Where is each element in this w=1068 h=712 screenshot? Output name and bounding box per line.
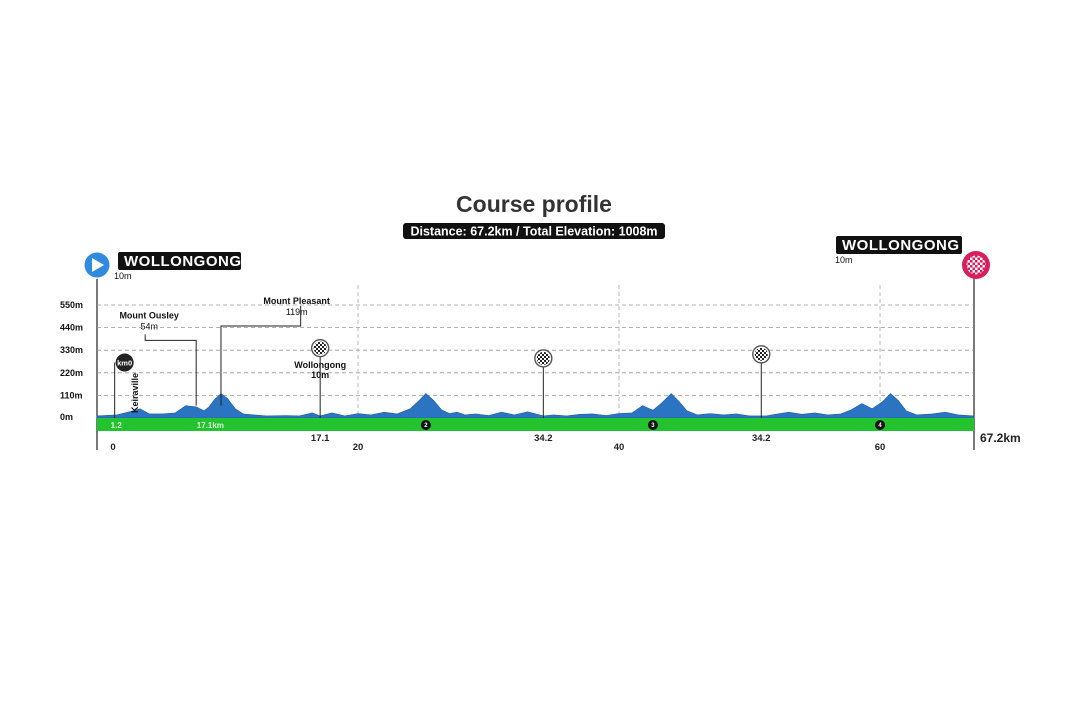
climb-leader-line [144, 334, 197, 406]
y-tick-label: 110m [60, 390, 83, 400]
band-label: 17.1km [197, 421, 224, 430]
sprint-km-label: 34.2 [534, 433, 553, 444]
climb-elevation: 119m [286, 307, 308, 317]
climb-elevation: 54m [140, 321, 158, 331]
x-tick-label: 20 [353, 442, 364, 453]
profile-layer [96, 393, 975, 419]
finish-elevation: 10m [835, 255, 853, 265]
finish-town-pill [836, 236, 962, 254]
y-tick-label: 330m [60, 345, 83, 355]
km0-marker [115, 353, 134, 372]
finish-town-name: WOLLONGONG [842, 237, 960, 254]
place-label: Keiraville [130, 373, 140, 413]
chart-subtitle: Distance: 67.2km / Total Elevation: 1008… [410, 225, 657, 239]
x-tick-label: 40 [614, 442, 625, 453]
start-town-pill [118, 252, 241, 270]
km0-label: km0 [117, 359, 132, 368]
lap-marker [647, 420, 658, 430]
sprint-km-label: 17.1 [311, 433, 330, 444]
gridlines [97, 285, 974, 418]
climb-leader-line [220, 305, 302, 406]
lap-number: 2 [424, 423, 428, 429]
y-tick-label: 550m [60, 300, 83, 310]
y-tick-label: 220m [60, 368, 83, 378]
y-axis: 0m 110m 220m 330m 440m 550m [60, 300, 83, 422]
play-icon [92, 258, 104, 272]
band-label: 1.2 [111, 421, 123, 430]
chart-title: Course profile [456, 191, 612, 217]
base-band-layer: 1.2 17.1km 2 3 4 [97, 418, 974, 431]
lap-number: 3 [651, 423, 655, 429]
start-town-name: WOLLONGONG [124, 253, 242, 270]
climb-name: Mount Pleasant [263, 296, 330, 306]
checkered-flag-icon [536, 351, 550, 365]
lap-marker [420, 420, 431, 430]
x-tick-label: 60 [875, 442, 886, 453]
checkered-flag-icon [313, 341, 327, 355]
lap-marker [875, 420, 886, 430]
x-tick-label: 0 [110, 442, 115, 453]
sprint-elevation: 10m [311, 370, 329, 380]
start-elevation: 10m [114, 271, 132, 281]
base-band [97, 418, 974, 431]
sprint-name: Wollongong [294, 360, 346, 370]
climb-name: Mount Ousley [119, 310, 179, 320]
subtitle-pill [403, 223, 665, 239]
elevation-profile [96, 393, 975, 419]
end-distance-label: 67.2km [980, 431, 1021, 445]
checkered-flag-icon [754, 347, 768, 361]
sprint-km-label: 34.2 [752, 433, 771, 444]
y-tick-label: 0m [60, 412, 73, 422]
x-axis: 17.1 34.2 34.2 0 20 40 60 67.2km [110, 431, 1020, 453]
y-tick-label: 440m [60, 323, 83, 333]
lap-number: 4 [878, 423, 882, 429]
checkered-flag-icon [966, 255, 986, 275]
